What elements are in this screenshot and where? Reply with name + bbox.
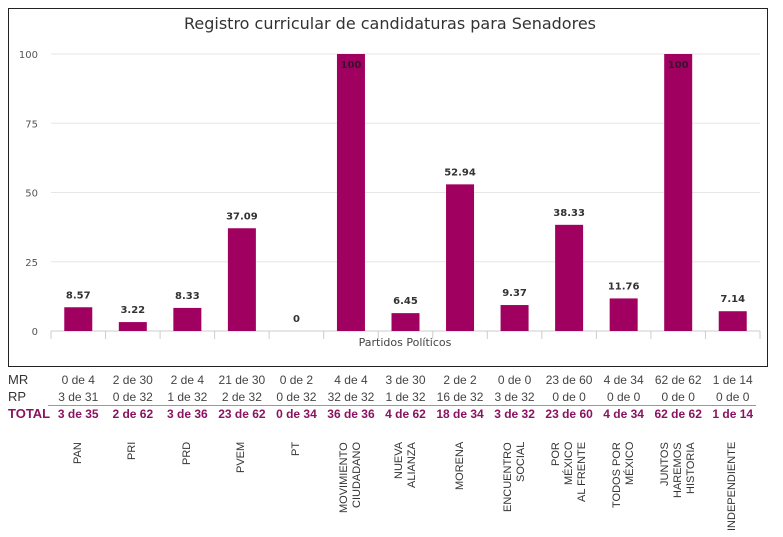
party-label: POR MÉXICO AL FRENTE [549, 442, 588, 503]
bar [391, 313, 420, 331]
table-cell: 23 de 60 [545, 373, 593, 387]
table-cell: 3 de 32 [494, 407, 535, 421]
data-label: 38.33 [553, 208, 585, 219]
chart-title: Registro curricular de candidaturas para… [184, 14, 596, 33]
table-cell: 0 de 0 [552, 390, 586, 404]
y-tick-label: 50 [25, 189, 38, 200]
table-cell: 3 de 32 [494, 390, 535, 404]
table-cell: 1 de 14 [712, 407, 754, 421]
data-label: 8.33 [175, 291, 200, 302]
table-cell: 0 de 4 [61, 373, 95, 387]
party-label: MOVIMIENTO CIUDADANO [337, 442, 363, 513]
data-label: 8.57 [66, 290, 91, 301]
table-cell: 1 de 14 [712, 373, 753, 387]
y-tick-label: 0 [32, 327, 38, 338]
x-axis-label: Partidos Políticos [359, 336, 452, 349]
table-cell: 4 de 4 [334, 373, 368, 387]
table-cell: 32 de 32 [327, 390, 375, 404]
table-cell: 3 de 35 [57, 407, 99, 421]
y-tick-label: 100 [19, 50, 38, 61]
data-label: 100 [668, 60, 689, 71]
table-cell: 4 de 34 [603, 373, 644, 387]
table-cell: 23 de 60 [545, 407, 593, 421]
bar-chart: Registro curricular de candidaturas para… [19, 14, 761, 349]
row-label: RP [8, 389, 27, 404]
table-cell: 2 de 4 [170, 373, 205, 387]
table-cell: 0 de 32 [112, 390, 153, 404]
bar [118, 322, 147, 331]
table-cell: 36 de 36 [327, 407, 375, 421]
table-cell: 2 de 32 [221, 390, 262, 404]
table-cell: 18 de 34 [436, 407, 484, 421]
table-cell: 23 de 62 [218, 407, 266, 421]
party-label: PAN [71, 442, 84, 464]
chart-frame [8, 8, 768, 367]
table-cell: 16 de 32 [436, 390, 484, 404]
row-label: TOTAL [8, 406, 51, 421]
data-label: 52.94 [444, 167, 476, 178]
bar [718, 311, 747, 331]
data-label: 37.09 [226, 211, 258, 222]
table-cell: 0 de 32 [276, 390, 317, 404]
bar [336, 54, 365, 331]
data-label: 11.76 [608, 281, 640, 292]
data-label: 0 [293, 314, 300, 325]
table-cell: 0 de 0 [497, 373, 532, 387]
table-cell: 2 de 62 [112, 407, 154, 421]
table-cell: 4 de 34 [603, 407, 644, 421]
party-label: MORENA [453, 442, 466, 491]
table-cell: 0 de 2 [279, 373, 314, 387]
y-tick-label: 25 [25, 258, 38, 269]
data-label: 7.14 [720, 294, 745, 305]
table-divider [48, 405, 756, 406]
table-cell: 3 de 30 [385, 373, 426, 387]
table-cell: 0 de 0 [716, 390, 750, 404]
party-label: PRD [180, 442, 193, 466]
data-label: 100 [341, 60, 362, 71]
bar [173, 307, 202, 331]
table-cell: 1 de 32 [385, 390, 426, 404]
table-cell: 2 de 2 [443, 373, 477, 387]
party-label: PRI [126, 442, 139, 461]
table-cell: 3 de 31 [58, 390, 99, 404]
party-label: ENCUENTRO SOCIAL [501, 442, 527, 512]
bar [446, 184, 475, 331]
bar [555, 224, 584, 331]
party-label: PVEM [235, 442, 248, 474]
bar [500, 305, 529, 331]
row-label: MR [8, 372, 29, 387]
data-label: 3.22 [120, 305, 145, 316]
table-cell: 1 de 32 [167, 390, 208, 404]
table-cell: 3 de 36 [166, 407, 208, 421]
table-cell: 21 de 30 [218, 373, 266, 387]
table-row-total: TOTAL 3 de 35 2 de 62 3 de 36 23 de 62 0 de 3… [0, 406, 783, 422]
table-cell: 0 de 0 [661, 390, 695, 404]
bar [64, 307, 93, 331]
y-tick-label: 75 [25, 119, 38, 130]
table-cell: 62 de 62 [654, 373, 702, 387]
party-label: TODOS POR MÉXICO [610, 442, 636, 508]
table-cell: 4 de 62 [385, 407, 426, 421]
table-cell: 62 de 62 [654, 407, 702, 421]
party-label: INDEPENDIENTE [726, 442, 739, 532]
party-label: JUNTOS HAREMOS HISTORIA [658, 442, 697, 498]
table-cell: 2 de 30 [112, 373, 153, 387]
bar [609, 298, 638, 331]
party-label: NUEVA ALIANZA [392, 442, 418, 488]
bar [664, 54, 693, 331]
bar [227, 228, 256, 331]
table-cell: 0 de 0 [606, 390, 641, 404]
party-label: PT [289, 442, 302, 457]
data-label: 6.45 [393, 296, 418, 307]
table-row-mr: MR 0 de 4 2 de 30 2 de 4 21 de 30 0 de 2 4 de … [0, 372, 783, 388]
data-label: 9.37 [502, 288, 527, 299]
table-cell: 0 de 34 [276, 407, 317, 421]
table-row-rp: RP 3 de 31 0 de 32 1 de 32 2 de 32 0 de 32 32 … [0, 389, 783, 405]
